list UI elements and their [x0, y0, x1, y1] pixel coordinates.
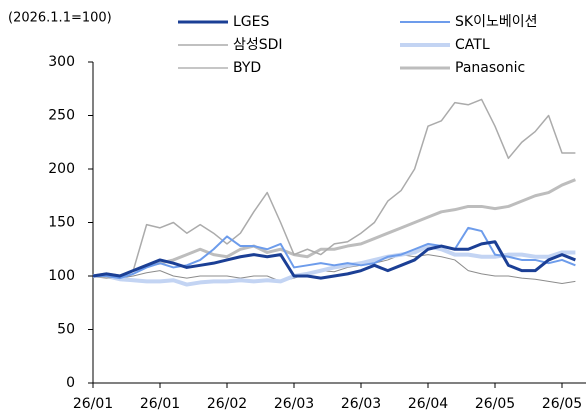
y-tick-label: 50 — [57, 322, 75, 338]
legend-label: LGES — [233, 14, 269, 30]
legend-label: CATL — [455, 37, 490, 53]
x-tick-label: 26/05 — [475, 396, 515, 412]
line-series — [92, 240, 576, 280]
legend-label: BYD — [233, 60, 261, 76]
line-series — [93, 226, 576, 280]
legend-label: SK이노베이션 — [455, 14, 537, 30]
x-tick-label: 26/03 — [341, 396, 381, 412]
x-tick-label: 26/05 — [542, 396, 582, 412]
line-series — [93, 244, 576, 287]
legend-label: Panasonic — [455, 60, 525, 76]
y-axis-label: (2026.1.1=100) — [8, 11, 112, 26]
line-series — [92, 98, 576, 279]
y-tick-label: 300 — [48, 54, 75, 70]
y-tick-label: 200 — [48, 161, 75, 177]
line-series — [92, 178, 576, 278]
x-tick-label: 26/01 — [140, 396, 180, 412]
y-tick-label: 150 — [48, 215, 75, 231]
x-tick-label: 26/01 — [73, 396, 113, 412]
y-tick-label: 100 — [48, 268, 75, 284]
x-tick-label: 26/04 — [408, 396, 448, 412]
x-tick-label: 26/02 — [207, 396, 247, 412]
y-tick-label: 250 — [48, 108, 75, 124]
legend-label: 삼성SDI — [233, 37, 283, 53]
x-tick-label: 26/03 — [274, 396, 314, 412]
y-tick-label: 0 — [66, 375, 75, 391]
line-series — [93, 254, 576, 284]
